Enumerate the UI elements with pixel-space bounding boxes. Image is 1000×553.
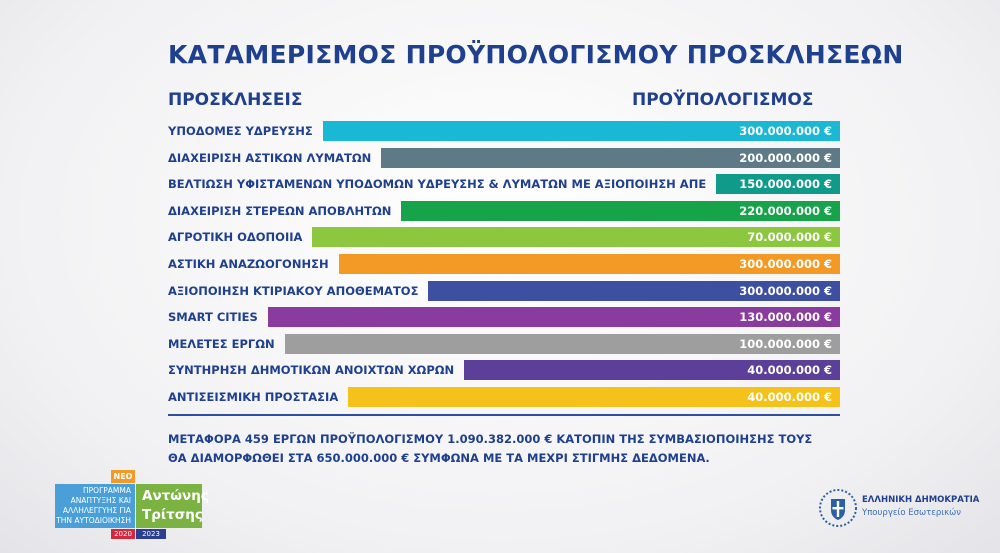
divider [168, 414, 840, 416]
bar: 40.000.000 € [348, 387, 840, 407]
bar-category-label: ΑΣΤΙΚΗ ΑΝΑΖΩΟΓΟΝΗΣΗ [168, 257, 329, 271]
bar-value-label: 200.000.000 € [739, 150, 832, 165]
logo-name-line: Αντώνης [142, 488, 209, 504]
bar-category-label: ΔΙΑΧΕΙΡΙΣΗ ΣΤΕΡΕΩΝ ΑΠΟΒΛΗΤΩΝ [168, 203, 392, 218]
logo-program-line: ΠΡΟΓΡΑΜΜΑ [83, 486, 131, 495]
bar-value-label: 300.000.000 € [739, 283, 832, 298]
bar-row: SMART CITIES 130.000.000 € [168, 307, 840, 328]
bar: 200.000.000 € [381, 147, 840, 168]
bar-value-label: 300.000.000 € [739, 257, 832, 271]
bar: 40.000.000 € [464, 360, 840, 381]
bar-row: ΑΞΙΟΠΟΙΗΣΗ ΚΤΙΡΙΑΚΟΥ ΑΠΟΘΕΜΑΤΟΣ 300.000.0… [168, 280, 840, 301]
bar-category-label: ΔΙΑΧΕΙΡΙΣΗ ΑΣΤΙΚΩΝ ΛΥΜΑΤΩΝ [168, 150, 372, 165]
category-header: ΠΡΟΣΚΛΗΣΕΙΣ [168, 90, 303, 110]
bar: 100.000.000 € [285, 333, 840, 354]
bar-row: ΑΝΤΙΣΕΙΣΜΙΚΗ ΠΡΟΣΤΑΣΙΑ 40.000.000 € [168, 387, 840, 407]
bar-category-label: ΜΕΛΕΤΕΣ ΕΡΓΩΝ [168, 336, 275, 351]
value-header: ΠΡΟΫΠΟΛΟΓΙΣΜΟΣ [632, 90, 814, 110]
bar-row: ΒΕΛΤΙΩΣΗ ΥΦΙΣΤΑΜΕΝΩΝ ΥΠΟΔΟΜΩΝ ΥΔΡΕΥΣΗΣ &… [168, 174, 840, 195]
bar-category-label: SMART CITIES [168, 310, 258, 325]
bar-row: ΣΥΝΤΗΡΗΣΗ ΔΗΜΟΤΙΚΩΝ ΑΝΟΙΧΤΩΝ ΧΩΡΩΝ 40.000… [168, 360, 840, 381]
bar-value-label: 40.000.000 € [747, 363, 832, 378]
logo-neo: ΝΕΟ [111, 470, 135, 483]
logo-name: Αντώνης Τρίτσης [136, 484, 209, 528]
bar-row: ΔΙΑΧΕΙΡΙΣΗ ΣΤΕΡΕΩΝ ΑΠΟΒΛΗΤΩΝ 220.000.000 … [168, 200, 840, 221]
bar: 300.000.000 € [339, 254, 840, 274]
logo-year-end: 2023 [136, 529, 166, 539]
bar: 300.000.000 € [323, 121, 840, 141]
ministry-line-2: Υπουργείο Εσωτερικών [862, 508, 961, 518]
chart-title: ΚΑΤΑΜΕΡΙΣΜΟΣ ΠΡΟΫΠΟΛΟΓΙΣΜΟΥ ΠΡΟΣΚΛΗΣΕΩΝ [168, 40, 904, 69]
program-logo: ΝΕΟ ΠΡΟΓΡΑΜΜΑ ΑΝΑΠΤΥΞΗΣ ΚΑΙ ΑΛΛΗΛΕΓΓΥΗΣ … [55, 470, 225, 540]
bar-row: ΑΓΡΟΤΙΚΗ ΟΔΟΠΟΙΙΑ 70.000.000 € [168, 227, 840, 248]
bar: 150.000.000 € [716, 174, 840, 195]
bar-category-label: ΑΓΡΟΤΙΚΗ ΟΔΟΠΟΙΙΑ [168, 230, 303, 245]
bar-category-label: ΒΕΛΤΙΩΣΗ ΥΦΙΣΤΑΜΕΝΩΝ ΥΠΟΔΟΜΩΝ ΥΔΡΕΥΣΗΣ &… [168, 177, 707, 192]
ministry-line-1: ΕΛΛΗΝΙΚΗ ΔΗΜΟΚΡΑΤΙΑ [862, 495, 980, 505]
bar-value-label: 100.000.000 € [739, 336, 832, 351]
bar-value-label: 300.000.000 € [739, 124, 832, 138]
bar-value-label: 150.000.000 € [739, 177, 832, 192]
bar: 70.000.000 € [312, 227, 840, 248]
bar: 130.000.000 € [268, 307, 840, 328]
bar: 220.000.000 € [401, 200, 840, 221]
bar-category-label: ΑΝΤΙΣΕΙΣΜΙΚΗ ΠΡΟΣΤΑΣΙΑ [168, 390, 339, 404]
logo-name-line: Τρίτσης [142, 507, 203, 523]
note: ΜΕΤΑΦΟΡΑ 459 ΕΡΓΩΝ ΠΡΟΫΠΟΛΟΓΙΣΜΟΥ 1.090.… [168, 430, 868, 468]
logo-program-line: ΑΛΛΗΛΕΓΓΥΗΣ ΓΙΑ [62, 506, 131, 515]
bar-category-label: ΣΥΝΤΗΡΗΣΗ ΔΗΜΟΤΙΚΩΝ ΑΝΟΙΧΤΩΝ ΧΩΡΩΝ [168, 363, 455, 378]
bar-value-label: 40.000.000 € [747, 390, 832, 404]
bar-row: ΑΣΤΙΚΗ ΑΝΑΖΩΟΓΟΝΗΣΗ 300.000.000 € [168, 254, 840, 274]
bar-value-label: 70.000.000 € [747, 230, 832, 245]
bar-value-label: 130.000.000 € [739, 310, 832, 325]
note-line-1: ΜΕΤΑΦΟΡΑ 459 ΕΡΓΩΝ ΠΡΟΫΠΟΛΟΓΙΣΜΟΥ 1.090.… [168, 432, 813, 446]
greek-emblem-icon [819, 489, 857, 527]
logo-year-start: 2020 [111, 529, 135, 539]
bar-row: ΥΠΟΔΟΜΕΣ ΥΔΡΕΥΣΗΣ 300.000.000 € [168, 121, 840, 141]
bar-row: ΔΙΑΧΕΙΡΙΣΗ ΑΣΤΙΚΩΝ ΛΥΜΑΤΩΝ 200.000.000 € [168, 147, 840, 168]
note-line-2: ΘΑ ΔΙΑΜΟΡΦΩΘΕΙ ΣΤΑ 650.000.000 € ΣΥΜΦΩΝΑ… [168, 451, 710, 465]
ministry-logo: ΕΛΛΗΝΙΚΗ ΔΗΜΟΚΡΑΤΙΑ Υπουργείο Εσωτερικών [818, 486, 980, 530]
bar-value-label: 220.000.000 € [739, 203, 832, 218]
logo-program-text: ΠΡΟΓΡΑΜΜΑ ΑΝΑΠΤΥΞΗΣ ΚΑΙ ΑΛΛΗΛΕΓΓΥΗΣ ΓΙΑ … [55, 484, 135, 528]
bar: 300.000.000 € [428, 280, 840, 301]
bar-category-label: ΑΞΙΟΠΟΙΗΣΗ ΚΤΙΡΙΑΚΟΥ ΑΠΟΘΕΜΑΤΟΣ [168, 283, 419, 298]
bar-row: ΜΕΛΕΤΕΣ ΕΡΓΩΝ 100.000.000 € [168, 333, 840, 354]
logo-program-line: ΤΗΝ ΑΥΤΟΔΙΟΙΚΗΣΗ [56, 516, 131, 525]
bar-category-label: ΥΠΟΔΟΜΕΣ ΥΔΡΕΥΣΗΣ [168, 124, 313, 138]
logo-program-line: ΑΝΑΠΤΥΞΗΣ ΚΑΙ [70, 496, 131, 505]
